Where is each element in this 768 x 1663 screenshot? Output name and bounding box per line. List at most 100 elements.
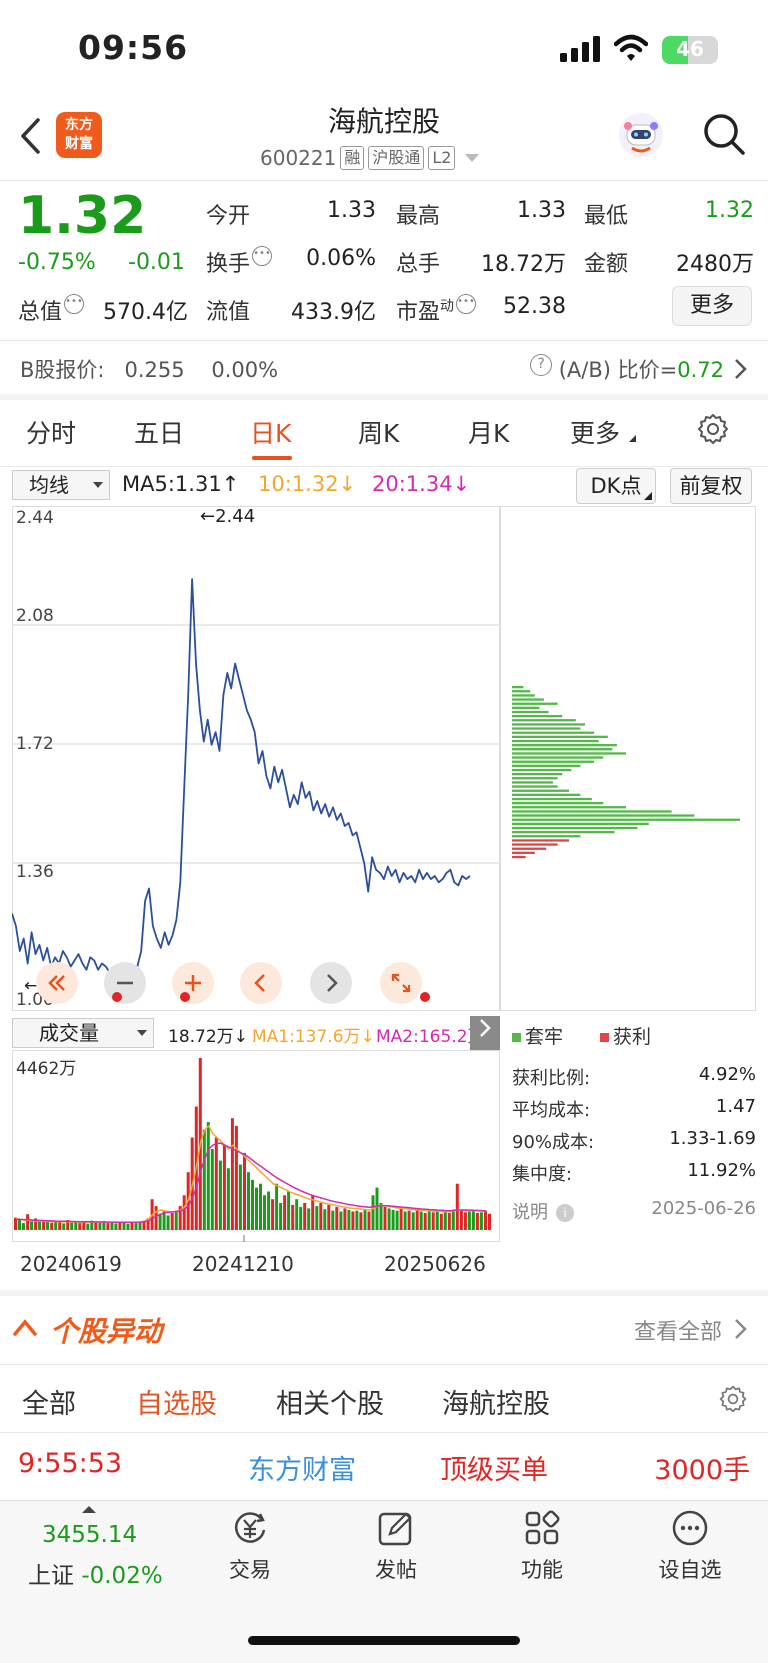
volume-bar bbox=[335, 1206, 339, 1230]
price-line-chart[interactable] bbox=[12, 506, 500, 1011]
index-name[interactable]: 上证 -0.02% bbox=[28, 1563, 163, 1589]
zoom-in-button[interactable] bbox=[172, 962, 214, 1004]
chevron-right-icon bbox=[327, 974, 338, 992]
high-value: 1.33 bbox=[517, 198, 566, 223]
chevron-right-icon[interactable] bbox=[734, 1318, 748, 1340]
nav-add-watchlist-label: 设自选 bbox=[658, 1558, 722, 1582]
fullscreen-button[interactable] bbox=[380, 962, 422, 1004]
ab-ratio[interactable]: ? (A/B) 比价=0.72 bbox=[528, 354, 724, 384]
battery-level: 46 bbox=[676, 37, 704, 61]
expand-panel-button[interactable] bbox=[470, 1016, 500, 1050]
back-arrow-icon[interactable] bbox=[18, 118, 44, 154]
stock-code: 600221 bbox=[260, 146, 337, 170]
dropdown-triangle-icon bbox=[137, 1030, 147, 1036]
volume-bar bbox=[315, 1206, 319, 1230]
section-gap bbox=[0, 1290, 768, 1296]
pe-label[interactable]: 市盈动 ••• bbox=[396, 294, 477, 325]
move-left-button[interactable] bbox=[240, 962, 282, 1004]
nav-post[interactable]: 发帖 bbox=[346, 1508, 446, 1584]
high-label: 最高 bbox=[396, 204, 441, 229]
chip-bar bbox=[512, 723, 585, 726]
tab-more[interactable]: 更多 bbox=[570, 414, 637, 450]
view-all-link[interactable]: 查看全部 bbox=[633, 1320, 722, 1345]
chip-bar bbox=[512, 835, 581, 838]
more-button[interactable]: 更多 bbox=[672, 286, 752, 326]
chip-bar bbox=[512, 814, 695, 817]
gear-icon[interactable] bbox=[696, 412, 730, 446]
volume-bar bbox=[255, 1187, 258, 1230]
caret-up-icon[interactable] bbox=[82, 1506, 96, 1513]
gear-icon[interactable] bbox=[718, 1384, 748, 1414]
filter-tab-related[interactable]: 相关个股 bbox=[276, 1389, 384, 1420]
zoom-out-button[interactable] bbox=[104, 962, 146, 1004]
market-cap-label[interactable]: 总值 ••• bbox=[18, 294, 85, 325]
forward-adjust-button[interactable]: 前复权 bbox=[670, 468, 752, 504]
filter-tab-all[interactable]: 全部 bbox=[22, 1389, 76, 1420]
turnover-label[interactable]: 换手 ••• bbox=[206, 246, 273, 277]
y-tick-label: 1.72 bbox=[16, 734, 54, 754]
volume-bar bbox=[447, 1213, 451, 1230]
filter-tab-stock[interactable]: 海航控股 bbox=[442, 1389, 550, 1420]
chevron-up-icon[interactable] bbox=[12, 1316, 38, 1338]
volume-bar bbox=[391, 1210, 395, 1230]
tab-weekly-k[interactable]: 周K bbox=[358, 419, 400, 448]
volume-bar bbox=[467, 1211, 471, 1230]
tab-monthly-k[interactable]: 月K bbox=[468, 419, 510, 448]
help-icon[interactable]: ? bbox=[530, 354, 553, 376]
robot-assistant-icon[interactable] bbox=[618, 112, 664, 158]
nav-features[interactable]: 功能 bbox=[492, 1508, 592, 1584]
amount-label: 金额 bbox=[584, 252, 629, 277]
volume-bar bbox=[78, 1223, 82, 1230]
volume-bar bbox=[202, 1129, 206, 1230]
chip-bar bbox=[512, 739, 599, 743]
active-tab-indicator bbox=[252, 456, 292, 460]
logo-text-bottom: 财富 bbox=[65, 136, 93, 152]
volume-select[interactable]: 成交量 bbox=[12, 1018, 154, 1048]
market-cap-value: 570.4亿 bbox=[103, 300, 188, 325]
volume-bar bbox=[484, 1210, 487, 1230]
pe-value: 52.38 bbox=[503, 294, 566, 319]
edit-post-icon bbox=[378, 1512, 412, 1546]
ma-select[interactable]: 均线 bbox=[12, 470, 110, 500]
volume-ma1: MA1:137.6万↓ bbox=[252, 1027, 375, 1047]
chip-bar bbox=[512, 826, 638, 830]
stock-code-row[interactable]: 600221 融 沪股通 L2 bbox=[260, 146, 480, 170]
volume-bar bbox=[359, 1212, 363, 1230]
volume-bar bbox=[471, 1210, 475, 1230]
tab-five-day[interactable]: 五日 bbox=[134, 419, 185, 448]
info-dots-icon[interactable]: ••• bbox=[456, 294, 477, 314]
chip-bar bbox=[512, 698, 544, 701]
feed-source[interactable]: 东方财富 bbox=[248, 1455, 356, 1486]
explain-link[interactable]: 说明 i bbox=[512, 1198, 574, 1224]
ab-ratio-value: 0.72 bbox=[677, 358, 724, 382]
nav-trade[interactable]: 交易 bbox=[200, 1508, 300, 1584]
chip-bar bbox=[512, 760, 595, 763]
collapse-left-button[interactable] bbox=[36, 962, 78, 1004]
dk-point-button[interactable]: DK点 bbox=[576, 468, 656, 504]
info-dots-icon[interactable]: ••• bbox=[64, 294, 85, 314]
nav-add-watchlist[interactable]: 设自选 bbox=[640, 1508, 740, 1584]
volume-bar bbox=[210, 1149, 214, 1230]
volume-bar bbox=[226, 1168, 230, 1230]
filter-tab-watchlist[interactable]: 自选股 bbox=[136, 1389, 217, 1420]
volume-bar bbox=[214, 1137, 218, 1230]
logo-text-top: 东方 bbox=[65, 117, 93, 133]
index-value[interactable]: 3455.14 bbox=[42, 1522, 138, 1548]
volume-bar bbox=[182, 1195, 186, 1230]
chevron-right-icon[interactable] bbox=[734, 358, 748, 380]
cost-range-label: 90%成本: bbox=[512, 1132, 595, 1153]
info-dots-icon[interactable]: ••• bbox=[252, 246, 273, 266]
chip-bar bbox=[512, 752, 626, 755]
tab-daily-k[interactable]: 日K bbox=[250, 419, 292, 448]
search-icon[interactable] bbox=[702, 112, 746, 156]
tag-margin: 融 bbox=[340, 146, 365, 170]
status-time: 09:56 bbox=[78, 28, 189, 67]
move-right-button[interactable] bbox=[310, 962, 352, 1004]
volume-bar bbox=[379, 1203, 383, 1230]
volume-bar bbox=[54, 1221, 58, 1230]
nav-features-label: 功能 bbox=[521, 1558, 563, 1582]
tab-intraday[interactable]: 分时 bbox=[26, 419, 77, 448]
volume-bar bbox=[86, 1223, 90, 1230]
avg-cost-value: 1.47 bbox=[715, 1096, 756, 1117]
volume-bar bbox=[263, 1195, 266, 1230]
